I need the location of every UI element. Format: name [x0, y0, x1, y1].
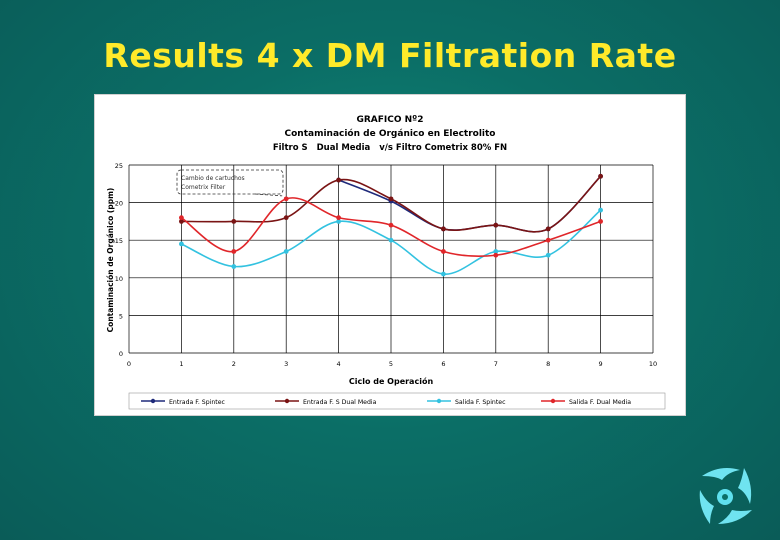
series-2-point: [336, 177, 341, 183]
x-tick-label: 9: [599, 360, 603, 368]
series-3-point: [388, 237, 394, 243]
x-tick-label: 5: [389, 360, 393, 368]
chart-subtitle-part-1: Filtro S: [273, 143, 308, 153]
x-tick-label: 7: [494, 360, 498, 368]
series-2-point: [231, 219, 237, 224]
x-axis-label: Ciclo de Operación: [349, 376, 434, 386]
series-2-point: [179, 219, 184, 224]
chart-title-line-1: GRAFICO Nº2: [356, 115, 423, 125]
y-tick-label: 15: [115, 237, 123, 245]
annotation-line-1: Cambio de cartuchos: [181, 175, 245, 182]
series-3-point: [598, 207, 603, 213]
annotation-line-2: Cometrix Filter: [181, 184, 226, 191]
x-tick-label: 4: [337, 360, 341, 368]
y-axis-label: Contaminación de Orgánico (ppm): [106, 188, 115, 333]
series-3-point: [283, 249, 289, 254]
slide-title: Results 4 x DM Filtration Rate: [103, 36, 677, 75]
series-2-point: [388, 196, 394, 202]
annotation: Cambio de cartuchos Cometrix Filter: [176, 169, 284, 197]
y-tick-label: 20: [115, 200, 123, 208]
legend-label: Entrada F. S Dual Media: [303, 399, 377, 406]
series-3-point: [493, 249, 499, 254]
series-4-point: [388, 222, 394, 228]
series-3-point: [179, 241, 184, 247]
series-4-point: [179, 215, 184, 221]
series-3-point: [441, 271, 446, 277]
series-line-1: [338, 175, 602, 233]
series-3-point: [231, 264, 237, 269]
legend-label: Salida F. Spintec: [455, 399, 506, 406]
x-tick-label: 8: [546, 360, 550, 368]
x-tick-label: 1: [179, 360, 183, 368]
x-tick-label: 0: [127, 360, 131, 368]
chart-subtitle-part-2: Dual Media: [317, 143, 371, 153]
x-tick-label: 6: [441, 360, 445, 368]
grid-layer: [128, 164, 654, 354]
series-2-point: [598, 173, 603, 179]
y-tick-label: 10: [115, 275, 123, 283]
series-4-point: [231, 249, 237, 254]
series-2-point: [441, 226, 446, 232]
series-2-point: [283, 215, 289, 221]
chart-subtitle: Filtro S Dual Media v/s Filtro Cometrix …: [273, 143, 507, 153]
series-line-4: [180, 197, 601, 257]
legend-label: Entrada F. Spintec: [169, 399, 226, 406]
legend-swatch-marker: [150, 398, 156, 404]
series-3-point: [545, 252, 551, 258]
legend-swatch-marker: [284, 398, 290, 404]
series-layer: [179, 173, 603, 277]
chart-panel: 0 5 10 15 20 25 0 1 2 3 4 5 6 7 8 9 10 GRAFICO Nº2 Conta…: [94, 94, 686, 416]
chart-svg: 0 5 10 15 20 25 0 1 2 3 4 5 6 7 8 9 10 GRAFICO Nº2 Conta…: [106, 115, 666, 410]
x-tick-label: 10: [649, 360, 657, 368]
legend-box: [128, 392, 666, 410]
series-2-point: [545, 226, 551, 232]
annotation-box: [176, 169, 284, 195]
x-tick-label: 3: [284, 360, 288, 368]
series-2-point: [493, 222, 499, 228]
x-tick-label: 2: [232, 360, 236, 368]
legend-label: Salida F. Dual Media: [569, 399, 631, 406]
series-4-point: [283, 196, 289, 202]
legend: Entrada F. Spintec Entrada F. S Dual Medi…: [128, 392, 666, 410]
series-4-point: [336, 215, 341, 221]
annotation-pointer: [254, 193, 283, 197]
chart-title-line-2: Contaminación de Orgánico en Electrolito: [285, 128, 496, 139]
chart-subtitle-part-3: v/s Filtro Cometrix 80% FN: [379, 143, 507, 153]
legend-swatch-marker: [550, 398, 556, 404]
y-tick-label: 0: [119, 350, 123, 358]
axis-layer: 0 5 10 15 20 25 0 1 2 3 4 5 6 7 8 9 10: [115, 162, 657, 368]
series-4-point: [598, 219, 603, 224]
series-3-point: [336, 219, 341, 224]
series-4-point: [441, 249, 446, 254]
y-tick-label: 5: [119, 312, 123, 320]
y-tick-label: 25: [115, 162, 123, 170]
legend-swatch-marker: [436, 398, 442, 404]
swirl-logo-icon: [699, 468, 752, 524]
series-4-point: [493, 252, 499, 258]
series-4-point: [545, 237, 551, 243]
